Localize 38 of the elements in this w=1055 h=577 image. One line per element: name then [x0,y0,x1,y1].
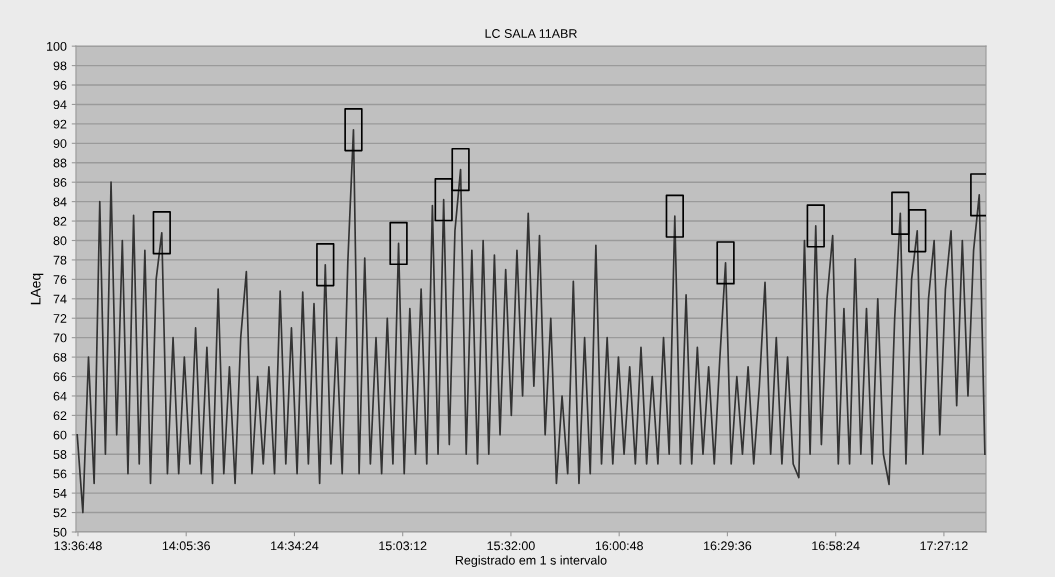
y-tick-label: 52 [53,508,67,518]
x-tick-label: 16:00:48 [595,541,643,551]
y-tick-label: 76 [53,275,67,285]
y-tick-label: 72 [53,314,67,323]
y-tick-label: 84 [53,197,67,207]
y-tick-label: 56 [53,469,67,479]
x-axis-title: Registrado em 1 s intervalo [455,555,607,568]
y-axis-title: LAeq [30,273,44,305]
x-tick-label: 16:29:36 [704,541,752,551]
y-tick-label: 70 [53,333,67,343]
y-tick-label: 74 [53,294,67,304]
x-tick-label: 17:27:12 [920,541,968,551]
y-tick-label: 98 [53,61,67,71]
y-tick-label: 88 [53,158,67,168]
y-tick-label: 78 [53,255,67,265]
x-tick-label: 15:32:00 [487,541,535,551]
chart-title: LC SALA 11ABR [485,29,577,38]
y-tick-label: 58 [53,450,67,459]
y-tick-label: 50 [53,527,67,537]
y-tick-label: 80 [53,236,67,246]
y-tick-label: 60 [53,430,67,440]
y-tick-label: 82 [53,216,67,226]
x-tick-label: 16:58:24 [812,541,860,551]
y-tick-label: 62 [53,411,67,421]
x-tick-label: 13:36:48 [54,541,102,551]
y-tick-label: 96 [53,80,67,90]
y-tick-label: 54 [53,489,67,498]
y-tick-label: 92 [53,119,67,129]
y-tick-label: 68 [53,352,67,362]
x-tick-label: 14:34:24 [271,541,319,551]
y-tick-label: 64 [53,391,67,401]
y-tick-label: 100 [47,41,67,51]
y-tick-label: 90 [53,139,67,148]
x-tick-label: 15:03:12 [379,541,427,551]
y-tick-label: 94 [53,100,67,110]
x-tick-label: 14:05:36 [162,541,210,551]
y-tick-label: 66 [53,372,67,382]
y-tick-label: 86 [53,177,67,187]
